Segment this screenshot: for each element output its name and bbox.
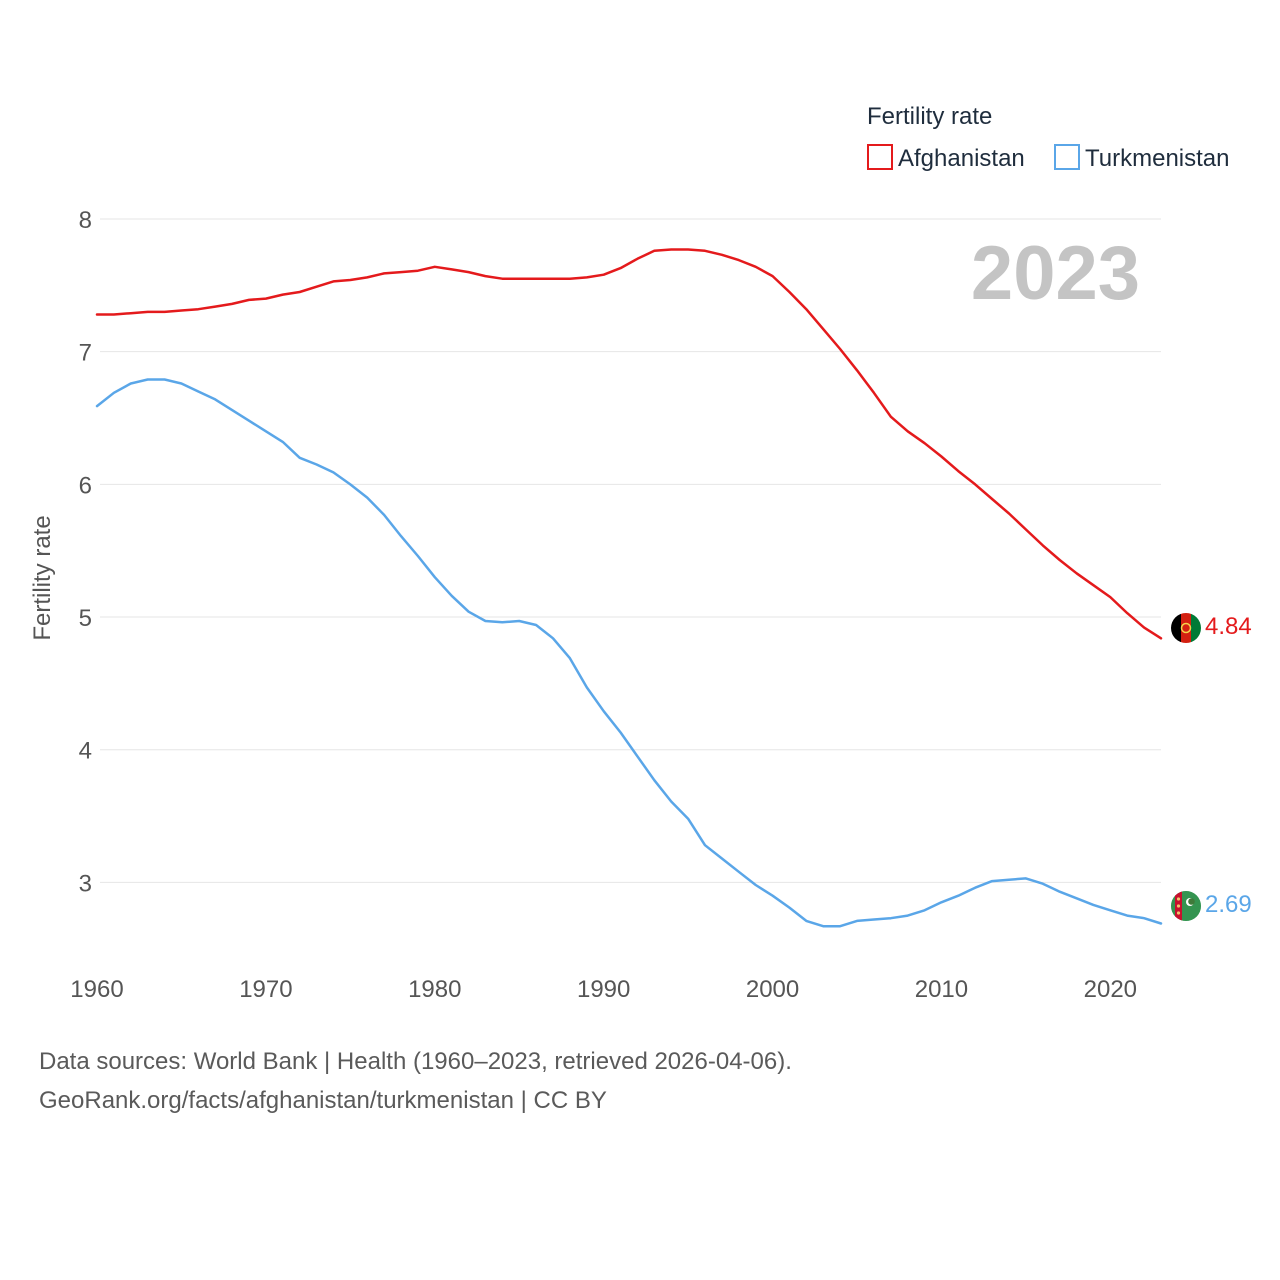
x-tick-label: 1980 — [408, 976, 461, 1003]
x-tick-label: 2020 — [1084, 976, 1137, 1003]
legend-label-afghanistan: Afghanistan — [898, 145, 1025, 172]
x-tick-label: 2000 — [746, 976, 799, 1003]
turkmenistan-end-value: 2.69 — [1205, 891, 1252, 918]
footer: Data sources: World Bank | Health (1960–… — [39, 1042, 792, 1120]
source-link[interactable]: GeoRank.org/facts/afghanistan/turkmenist… — [39, 1087, 607, 1114]
fertility-chart: 3 4 5 6 7 8 1960 1970 1980 1990 2000 2010 2020 Fert… — [29, 103, 1252, 1003]
data-source-note: Data sources: World Bank | Health (1960–… — [39, 1048, 792, 1075]
afghanistan-flag-icon — [1171, 613, 1201, 643]
legend-swatch-turkmenistan — [1054, 144, 1080, 170]
legend: Fertility rate Afghanistan Turkmenistan — [867, 103, 1230, 172]
year-label: 2023 — [971, 231, 1140, 316]
x-tick-label: 1960 — [70, 976, 123, 1003]
y-tick-label: 3 — [79, 870, 92, 897]
y-tick-label: 8 — [79, 207, 92, 234]
y-tick-label: 6 — [79, 472, 92, 499]
legend-item-turkmenistan[interactable]: Turkmenistan — [1054, 144, 1230, 172]
x-axis-ticks: 1960 1970 1980 1990 2000 2010 2020 — [70, 976, 1137, 1003]
y-axis-label: Fertility rate — [29, 515, 56, 640]
grid-lines — [100, 218, 1161, 883]
afghanistan-end-value: 4.84 — [1205, 613, 1252, 640]
series-line-turkmenistan[interactable] — [95, 378, 1163, 928]
y-tick-label: 5 — [79, 605, 92, 632]
x-tick-label: 1970 — [239, 976, 292, 1003]
series-lines — [95, 248, 1163, 928]
turkmenistan-flag-icon — [1171, 891, 1201, 921]
legend-label-turkmenistan: Turkmenistan — [1085, 145, 1230, 172]
legend-swatch-afghanistan — [867, 144, 893, 170]
y-tick-label: 4 — [79, 738, 92, 765]
y-axis-ticks: 3 4 5 6 7 8 — [79, 207, 92, 897]
legend-item-afghanistan[interactable]: Afghanistan — [867, 144, 1025, 172]
x-tick-label: 1990 — [577, 976, 630, 1003]
series-line-afghanistan[interactable] — [95, 248, 1163, 640]
x-tick-label: 2010 — [915, 976, 968, 1003]
y-tick-label: 7 — [79, 340, 92, 367]
legend-title: Fertility rate — [867, 103, 992, 130]
